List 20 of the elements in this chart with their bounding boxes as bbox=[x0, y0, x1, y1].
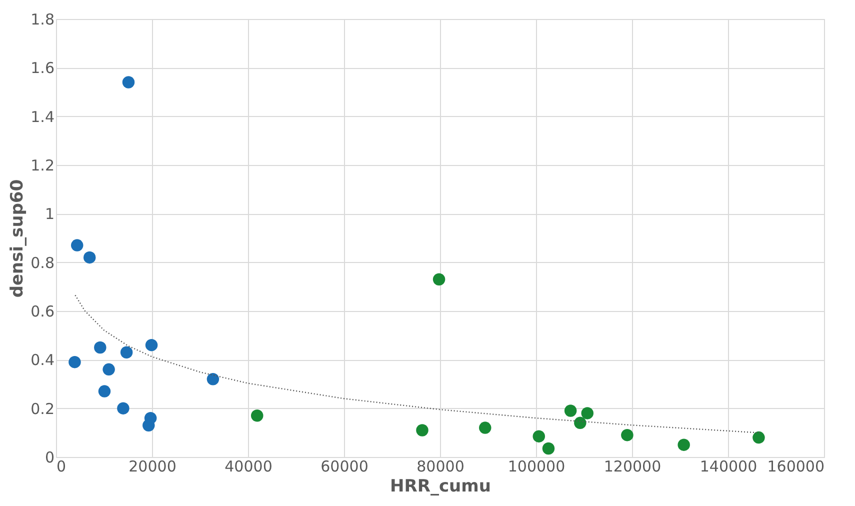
x-tick-label: 120000 bbox=[604, 458, 662, 476]
y-tick-label: 1.8 bbox=[30, 10, 54, 28]
y-tick-label: 1 bbox=[44, 205, 54, 224]
y-tick-label: 1.6 bbox=[30, 59, 54, 78]
x-tick-label: 60000 bbox=[320, 458, 368, 476]
x-tick-label: 80000 bbox=[416, 458, 464, 476]
x-tick-label: 0 bbox=[56, 458, 66, 476]
x-tick-label: 40000 bbox=[224, 458, 272, 476]
x-tick-label: 140000 bbox=[700, 458, 758, 476]
y-tick-label: 0.8 bbox=[30, 254, 54, 272]
y-tick-label: 1.4 bbox=[30, 108, 54, 126]
x-tick-label: 100000 bbox=[508, 458, 566, 476]
y-tick-label: 0.4 bbox=[30, 351, 54, 370]
x-tick-label: 20000 bbox=[128, 458, 176, 476]
y-tick-label: 1.2 bbox=[30, 156, 54, 174]
y-tick-label: 0.6 bbox=[30, 302, 54, 320]
x-tick-label: 160000 bbox=[767, 458, 824, 476]
y-axis-title: densi_sup60 bbox=[8, 179, 28, 298]
y-tick-label: 0.2 bbox=[30, 400, 54, 418]
x-axis-title: HRR_cumu bbox=[390, 476, 491, 496]
